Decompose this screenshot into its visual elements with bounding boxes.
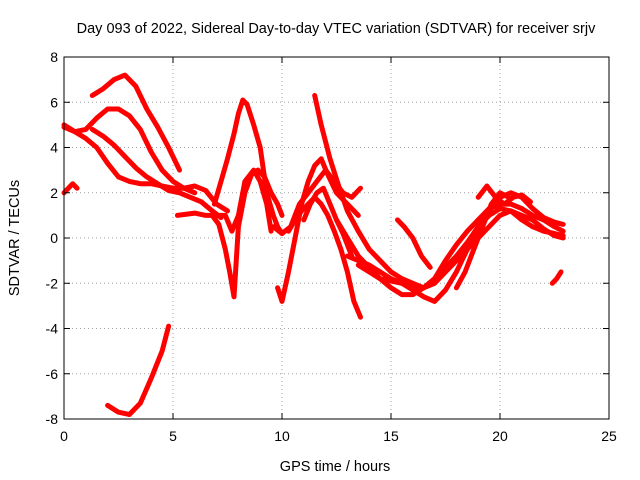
axis-ticks: 0 5 10 15 20 25 -8 -6 -4 -2 0 2 4 6 8 xyxy=(46,49,617,444)
x-tick-label: 15 xyxy=(383,428,399,444)
x-axis-label: GPS time / hours xyxy=(280,459,390,475)
y-tick-label: 2 xyxy=(50,185,58,201)
series-trace-5 xyxy=(61,181,80,196)
y-tick-label: -6 xyxy=(46,366,59,382)
y-tick-label: 0 xyxy=(50,230,58,246)
series-layer xyxy=(61,72,566,417)
x-tick-label: 20 xyxy=(492,428,508,444)
series-trace-20 xyxy=(475,183,533,207)
x-tick-label: 25 xyxy=(601,428,617,444)
series-trace-12 xyxy=(286,194,363,320)
series-trace-1 xyxy=(61,122,230,214)
series-trace-4 xyxy=(89,72,182,173)
series-trace-16 xyxy=(344,206,566,304)
x-tick-label: 0 xyxy=(60,428,68,444)
y-axis-label: SDTVAR / TECUs xyxy=(7,180,23,296)
series-trace-17 xyxy=(355,190,566,291)
series-trace-6 xyxy=(105,323,172,417)
series-trace-9 xyxy=(209,167,285,300)
series-trace-18 xyxy=(395,217,433,270)
chart-title: Day 093 of 2022, Sidereal Day-to-day VTE… xyxy=(77,21,596,37)
y-tick-label: -2 xyxy=(46,275,59,291)
y-tick-label: -8 xyxy=(46,411,59,427)
x-tick-label: 10 xyxy=(274,428,290,444)
series-trace-7 xyxy=(174,167,274,234)
series-trace-19 xyxy=(453,190,512,291)
y-tick-label: -4 xyxy=(46,321,59,337)
y-tick-label: 6 xyxy=(50,94,58,110)
series-trace-11 xyxy=(275,156,361,304)
y-tick-label: 4 xyxy=(50,140,58,156)
series-trace-8 xyxy=(211,97,285,236)
series-trace-2 xyxy=(61,106,198,196)
y-tick-label: 8 xyxy=(50,49,58,65)
series-trace-3 xyxy=(89,126,224,221)
x-tick-label: 5 xyxy=(169,428,177,444)
series-trace-14 xyxy=(312,93,566,291)
series-trace-21 xyxy=(549,269,564,286)
